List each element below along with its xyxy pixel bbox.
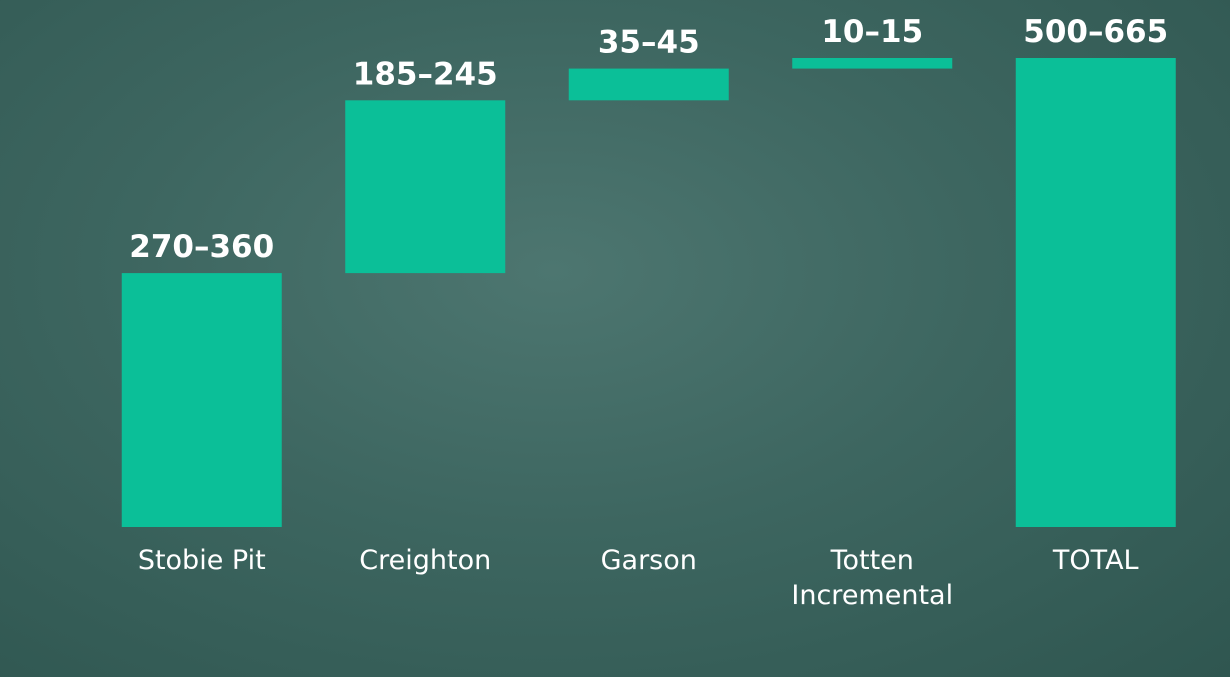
value-label: 270–360 bbox=[129, 229, 274, 265]
category-label: Creighton bbox=[359, 545, 492, 576]
value-label: 10–15 bbox=[821, 14, 923, 50]
bar bbox=[121, 273, 282, 527]
bar bbox=[568, 68, 729, 101]
category-label: Totten Incremental bbox=[791, 545, 954, 611]
value-label: 500–665 bbox=[1023, 14, 1168, 50]
bar bbox=[1015, 58, 1176, 527]
value-label: 185–245 bbox=[353, 56, 498, 92]
category-label: TOTAL bbox=[1052, 545, 1139, 576]
bar bbox=[792, 58, 953, 69]
value-label: 35–45 bbox=[598, 25, 700, 61]
category-label: Garson bbox=[600, 545, 697, 576]
category-label: Stobie Pit bbox=[137, 545, 266, 576]
bar bbox=[345, 100, 506, 274]
